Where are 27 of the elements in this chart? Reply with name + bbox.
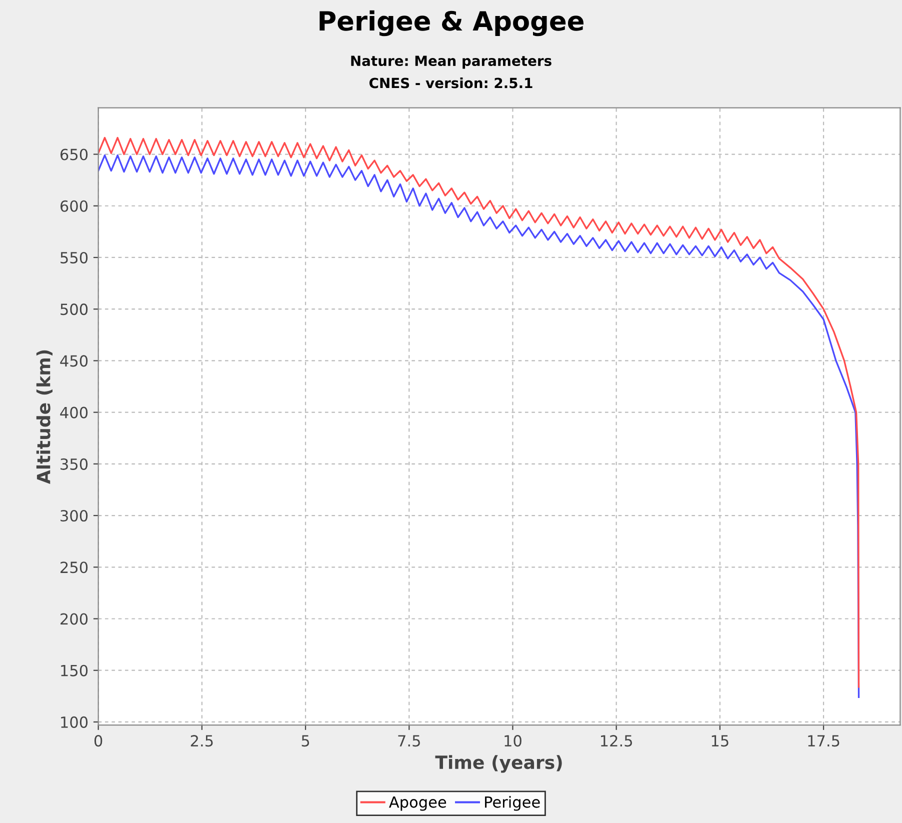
x-tick-label: 12.5 xyxy=(600,735,632,747)
x-tick-label: 15 xyxy=(712,735,728,747)
y-tick-label: 500 xyxy=(60,304,88,316)
x-tick-label: 2.5 xyxy=(190,735,213,747)
legend-label: Apogee xyxy=(388,796,446,811)
x-tick-label: 17.5 xyxy=(808,735,840,747)
y-tick-label: 100 xyxy=(61,716,88,728)
y-tick-label: 650 xyxy=(60,148,88,160)
x-axis-title: Time (years) xyxy=(435,755,562,773)
y-tick-label: 250 xyxy=(60,562,88,574)
y-tick-label: 600 xyxy=(60,200,88,212)
y-tick-label: 350 xyxy=(60,458,88,470)
y-tick-label: 450 xyxy=(60,355,88,367)
x-tick-label: 7.5 xyxy=(398,735,420,747)
y-tick-label: 300 xyxy=(60,510,88,522)
x-tick-label: 0 xyxy=(94,735,102,747)
y-tick-label: 550 xyxy=(60,252,88,264)
text: CNES - version: 2.5.1 xyxy=(369,78,532,88)
y-tick-label: 400 xyxy=(60,406,88,418)
chart-title: Perigee & Apogee xyxy=(320,10,584,36)
x-tick-label: 5 xyxy=(302,735,310,747)
y-tick-label: 150 xyxy=(61,664,88,676)
y-axis-title: Altitude (km) xyxy=(36,350,53,484)
chart-subtitle: Nature: Mean parameters xyxy=(351,56,552,69)
y-tick-label: 200 xyxy=(60,613,88,625)
x-tick-label: 10 xyxy=(504,735,522,747)
legend-label: Perigee xyxy=(485,796,540,811)
